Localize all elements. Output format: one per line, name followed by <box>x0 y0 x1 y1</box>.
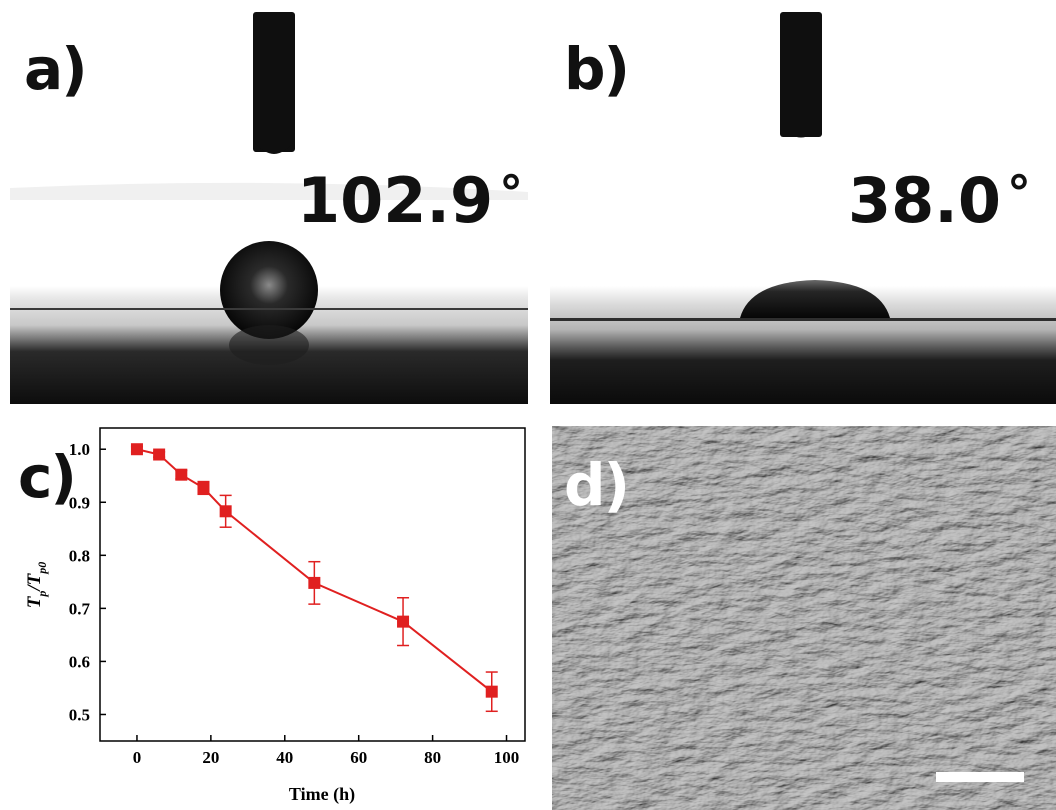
needle-b <box>780 12 822 137</box>
data-point <box>219 505 232 518</box>
data-point <box>197 481 210 494</box>
needle-a <box>253 12 295 152</box>
x-tick-label: 0 <box>133 748 142 767</box>
ylabel-main: T <box>24 595 45 608</box>
svg-text:Tp/Tp0: Tp/Tp0 <box>24 562 49 609</box>
y-tick-label: 0.5 <box>69 705 90 724</box>
x-tick-label: 100 <box>494 748 520 767</box>
x-axis-label: Time (h) <box>289 784 355 805</box>
droplet-b <box>740 280 890 318</box>
y-tick-label: 0.6 <box>69 652 90 671</box>
y-tick-label: 0.9 <box>69 493 90 512</box>
y-axis-label: Tp/Tp0 <box>24 562 49 609</box>
y-tick-label: 0.8 <box>69 546 90 565</box>
y-tick-label: 1.0 <box>69 440 90 459</box>
x-tick-label: 20 <box>202 748 219 767</box>
data-point <box>175 468 188 481</box>
panel-a-label: a) <box>24 35 88 103</box>
panel-a: a) 102.9 ° <box>10 0 528 404</box>
panel-d: d) <box>552 426 1056 810</box>
data-point <box>397 615 410 628</box>
panel-c-label: c) <box>18 443 77 511</box>
data-point <box>308 576 321 589</box>
degree-b: ° <box>1006 166 1031 222</box>
panel-a-photo <box>10 0 528 404</box>
panel-c: 0 20 40 60 80 100 0.5 0.6 0.7 0.8 0.9 1.0 Time (h)… <box>0 412 540 810</box>
sem-image <box>552 426 1056 810</box>
y-tick-label: 0.7 <box>69 599 91 618</box>
contact-angle-a-value: 102.9 <box>297 164 494 237</box>
contact-angle-a: 102.9 ° <box>297 170 523 232</box>
scale-bar <box>936 772 1024 782</box>
x-tick-label: 60 <box>350 748 367 767</box>
plot-frame <box>99 427 526 742</box>
x-tick-label: 80 <box>424 748 441 767</box>
panel-b-photo <box>550 0 1056 404</box>
chart-c: 0 20 40 60 80 100 0.5 0.6 0.7 0.8 0.9 1.0 Time (h)… <box>24 427 526 805</box>
panel-d-label: d) <box>564 451 630 519</box>
contact-angle-b: 38.0 ° <box>848 170 1031 232</box>
panel-b-label: b) <box>564 35 630 103</box>
data-point <box>485 685 498 698</box>
ylabel-sub: p <box>35 591 49 598</box>
x-tick-label: 40 <box>276 748 293 767</box>
data-point <box>153 448 166 461</box>
droplet-a <box>220 241 318 339</box>
contact-angle-b-value: 38.0 <box>848 164 1001 237</box>
ylabel-slash: /T <box>24 572 45 592</box>
panel-b: b) 38.0 ° <box>550 0 1056 404</box>
degree-a: ° <box>499 166 524 222</box>
data-point <box>130 443 143 456</box>
ylabel-sub2: p0 <box>35 562 49 575</box>
